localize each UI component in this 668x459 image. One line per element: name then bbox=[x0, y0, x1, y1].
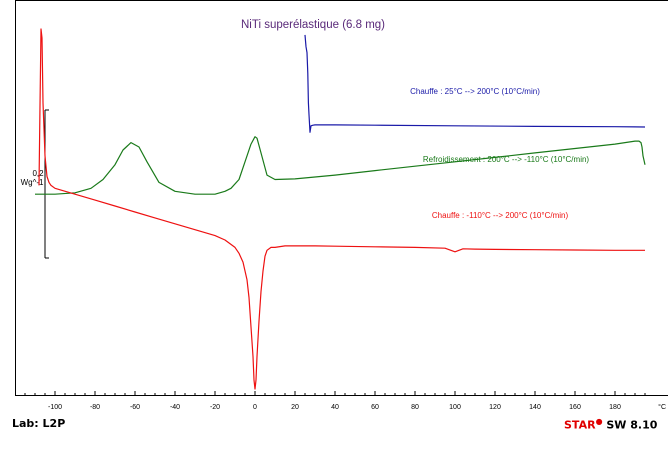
x-tick-label: 140 bbox=[529, 404, 541, 411]
software-label: STAR● SW 8.10 bbox=[564, 417, 657, 432]
x-tick-label: 120 bbox=[489, 404, 501, 411]
x-tick-label: -80 bbox=[90, 404, 100, 411]
x-tick-label: 160 bbox=[569, 404, 581, 411]
star-logo-dot: ● bbox=[595, 417, 603, 426]
lab-label: Lab: L2P bbox=[12, 417, 66, 430]
x-tick-label: -100 bbox=[48, 404, 62, 411]
star-logo-text: STAR bbox=[564, 418, 596, 432]
x-tick-label: 80 bbox=[411, 404, 419, 411]
series-chauffe-110-200-label: Chauffe : -110°C --> 200°C (10°C/min) bbox=[432, 211, 569, 220]
series-refroidissement-line bbox=[35, 136, 646, 195]
software-version: SW 8.10 bbox=[602, 418, 658, 432]
x-tick-label: -20 bbox=[210, 404, 220, 411]
series-chauffe-110-200-line bbox=[38, 28, 645, 390]
scale-bar-value: 0,2 bbox=[32, 169, 44, 178]
x-tick-label: 0 bbox=[253, 404, 257, 411]
x-tick-label: 100 bbox=[449, 404, 461, 411]
x-tick-label: 40 bbox=[331, 404, 339, 411]
plot-frame bbox=[15, 0, 668, 396]
x-axis-unit: °C bbox=[658, 403, 666, 411]
chart-title: NiTi superélastique (6.8 mg) bbox=[241, 19, 385, 31]
x-tick-label: 20 bbox=[291, 404, 299, 411]
scale-bar-unit: Wg^-1 bbox=[21, 178, 44, 187]
x-tick-label: -40 bbox=[170, 404, 180, 411]
x-tick-label: 180 bbox=[609, 404, 621, 411]
series-chauffe-25-200-label: Chauffe : 25°C --> 200°C (10°C/min) bbox=[410, 87, 540, 96]
series-refroidissement-label: Refroidissement : 200°C --> -110°C (10°C… bbox=[423, 155, 590, 164]
x-tick-label: -60 bbox=[130, 404, 140, 411]
series-chauffe-25-200-line bbox=[304, 34, 646, 133]
x-tick-label: 60 bbox=[371, 404, 379, 411]
